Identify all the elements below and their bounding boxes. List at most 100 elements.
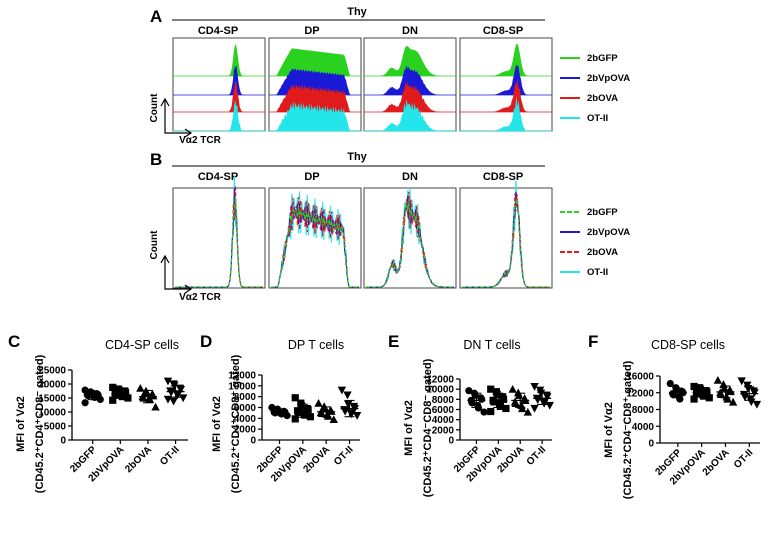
scatter-e-point-2bova-6 (511, 399, 521, 407)
scatter-e-point-2bvpova-2 (493, 390, 501, 398)
scatter-c-point-2bova-2 (142, 388, 151, 396)
scatter-f-point-otii-9 (752, 400, 762, 409)
scatter-f-point-2bvpova-8 (700, 392, 708, 400)
histogram-b-dn-2bgfp (366, 201, 454, 288)
scatter-f-point-2bvpova-2 (696, 385, 705, 393)
histogram-b-box-cd4sp (172, 187, 266, 289)
legend-a-2bgfp: 2bGFP (587, 53, 618, 64)
scatter-c-point-2bvpova-0 (109, 383, 117, 391)
scatter-c-point-2bova-9 (151, 402, 160, 411)
scatter-e-point-otii-0 (530, 383, 539, 391)
scatter-d-point-otii-1 (343, 391, 352, 400)
scatter-f-point-2bova-9 (728, 397, 738, 406)
scatter-d-point-2bgfp-9 (283, 412, 291, 420)
scatter-e-point-2bgfp-9 (480, 408, 488, 416)
scatter-f-xtick-otii: OT-II (732, 447, 756, 471)
histogram-a-dn-2bgfp (364, 45, 456, 76)
scatter-d-xtick-2bova: 2bOVA (301, 444, 332, 475)
scatter-c-ytick-3: 15000 (38, 394, 66, 405)
scatter-c-point-2bvpova-8 (118, 393, 126, 401)
scatter-panel-f: F CD8-SP cells MFI of Vα2 (CD45.2⁺CD4⁻CD… (588, 332, 762, 499)
scatter-c-point-2bvpova-2 (115, 386, 123, 394)
scatter-c-ytick-5: 25000 (38, 366, 66, 377)
scatter-d-ytick-4: 8000 (234, 392, 257, 403)
scatter-e-point-2bgfp-6 (468, 399, 476, 407)
legend-a-otii: OT-II (587, 113, 608, 124)
scatter-c-xtick-2bova: 2bOVA (123, 444, 154, 475)
scatter-d-point-2bvpova-0 (291, 394, 299, 402)
scatter-d-point-otii-9 (352, 412, 362, 420)
panel-a-y-label: Count (149, 93, 160, 123)
scatter-d-point-2bvpova-8 (301, 411, 309, 419)
scatter-d-point-2bvpova-9 (306, 413, 315, 421)
scatter-c-point-2bova-6 (139, 393, 148, 402)
panel-c-ylabel: MFI of Vα2 (15, 396, 27, 452)
scatter-panel-c: C CD4-SP cells MFI of Vα2 (CD45.2⁺CD4⁺CD… (8, 332, 188, 493)
scatter-c-point-2bvpova-4 (121, 388, 130, 396)
scatter-e-xtick-otii: OT-II (525, 444, 549, 468)
scatter-c-ytick-2: 10000 (38, 408, 66, 419)
scatter-f-point-2bova-8 (723, 394, 732, 403)
panel-d-letter: D (200, 332, 212, 351)
panel-b-col-dp: DP (304, 171, 319, 183)
histogram-a-box-cd8sp (459, 37, 553, 132)
scatter-c-point-2bgfp-10 (81, 399, 89, 407)
scatter-e-point-2bvpova-8 (496, 402, 504, 411)
scatter-f-point-2bova-4 (726, 387, 735, 396)
scatter-d-ytick-2: 4000 (234, 414, 257, 425)
scatter-c-point-2bvpova-10 (109, 396, 117, 404)
scatter-f-point-2bova-2 (720, 383, 729, 392)
scatter-f-point-otii-0 (737, 377, 746, 386)
histogram-b-cd8sp-2bgfp (462, 198, 550, 288)
scatter-e-point-otii-9 (545, 401, 554, 410)
scatter-d-point-2bvpova-10 (291, 415, 299, 423)
scatter-e-point-2bova-8 (518, 404, 527, 413)
scatter-d-ytick-1: 2000 (234, 425, 257, 436)
histogram-a-dn-otii (364, 98, 456, 131)
scatter-d-point-2bova-2 (320, 404, 330, 413)
panel-d-ylabel2: (CD45.2⁺CD4⁺CD8⁺ gated) (230, 354, 242, 493)
scatter-f-ytick-2: 8000 (632, 405, 655, 416)
panel-a-x-label: Vα2 TCR (179, 135, 221, 146)
scatter-c-ytick-4: 20000 (38, 380, 66, 391)
panel-a-group-title: Thy (347, 6, 367, 18)
scatter-d-xtick-otii: OT-II (332, 444, 356, 468)
panel-a-letter: A (150, 7, 162, 26)
scatter-f-xtick-2bova: 2bOVA (701, 447, 732, 478)
scatter-d-point-2bova-8 (323, 411, 333, 420)
scatter-d-point-2bova-4 (327, 407, 336, 415)
panel-b-letter: B (150, 150, 162, 169)
scatter-e-point-otii-2 (536, 389, 546, 398)
scatter-f-ytick-3: 12000 (626, 388, 654, 399)
scatter-e-ytick-0: 0 (448, 436, 454, 447)
legend-a-2bova: 2bOVA (587, 93, 618, 104)
panel-c-letter: C (8, 332, 20, 351)
scatter-e-point-2bvpova-9 (502, 404, 510, 413)
panel-b-col-dn: DN (402, 171, 418, 183)
scatter-f-point-2bgfp-0 (666, 379, 674, 388)
legend-a-2bvpova: 2bVpOVA (587, 73, 630, 84)
scatter-e-ytick-1: 2000 (432, 425, 455, 436)
panel-a-col-cd8sp: CD8-SP (483, 25, 523, 37)
histogram-a-box-cd4sp (172, 37, 266, 132)
panel-f-ylabel: MFI of Vα2 (603, 402, 615, 458)
scatter-f-point-2bova-6 (716, 390, 726, 399)
scatter-f-point-2bvpova-6 (693, 389, 701, 398)
histogram-a-dn-2bvpova (364, 65, 456, 95)
scatter-e-point-2bgfp-0 (465, 387, 473, 395)
scatter-d-point-2bvpova-2 (298, 402, 306, 410)
scatter-e-point-2bvpova-10 (487, 407, 495, 416)
panel-b-col-cd4sp: CD4-SP (198, 171, 238, 183)
scatter-e-point-2bvpova-6 (490, 398, 498, 406)
scatter-d-ytick-6: 12000 (228, 371, 256, 382)
panel-b-legend: 2bGFP 2bVpOVA 2bOVA OT-II (560, 207, 630, 278)
panel-e-ylabel: MFI of Vα2 (403, 400, 415, 456)
histogram-b-cd4sp-2bgfp (175, 197, 263, 288)
scatter-c-point-otii-11 (169, 397, 178, 406)
scatter-d-ytick-5: 10000 (228, 381, 256, 392)
panel-f-letter: F (588, 332, 598, 351)
scatter-f-point-otii-6 (740, 393, 750, 402)
panel-a-col-dn: DN (402, 25, 418, 37)
scatter-f-point-2bova-0 (713, 375, 723, 384)
